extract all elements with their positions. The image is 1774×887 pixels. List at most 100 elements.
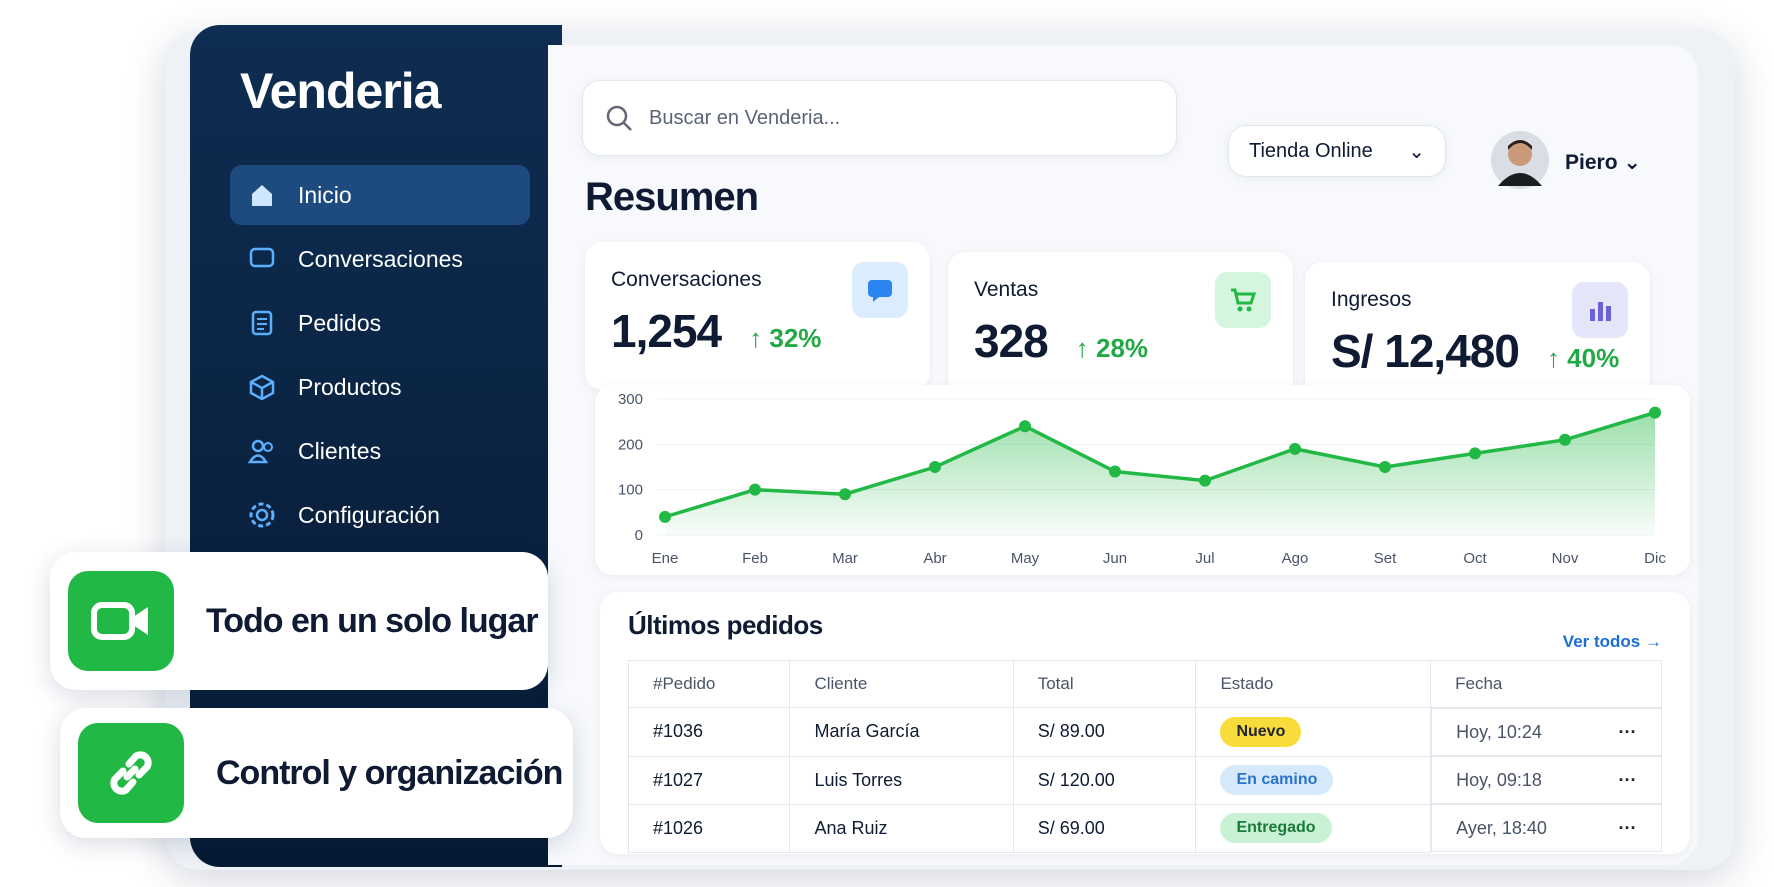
orders-title: Últimos pedidos <box>628 610 823 640</box>
nav-label: Productos <box>298 373 402 400</box>
x-tick-label: Oct <box>1463 550 1487 567</box>
x-tick-label: Feb <box>742 550 768 567</box>
chart: 0 100 200 300 Ene Feb Mar Abr May Jun Jul Ago Set Oct… <box>618 391 1666 567</box>
stat-row: 1,254 ↑ 32% <box>611 304 821 358</box>
y-tick-label: 300 <box>618 391 643 408</box>
nav-item[interactable]: Clientes <box>230 421 530 481</box>
search-placeholder: Buscar en Venderia... <box>649 106 841 129</box>
feature-label: Todo en un solo lugar <box>206 601 539 640</box>
x-tick-label: May <box>1011 550 1040 567</box>
cell: Hoy, 10:24 ··· <box>1431 708 1662 756</box>
area <box>665 412 1655 535</box>
brand: Venderia <box>240 63 441 119</box>
cell: Ana Ruiz <box>789 803 1014 853</box>
point <box>1469 447 1481 460</box>
cell: Entregado <box>1195 803 1432 853</box>
point <box>659 510 671 523</box>
order-row[interactable]: #1036 María García S/ 89.00 Nuevo Hoy, 10:24… <box>627 707 1662 757</box>
nav-item[interactable]: Pedidos <box>230 293 530 353</box>
y-tick-label: 0 <box>635 527 643 544</box>
order-row[interactable]: #1027 Luis Torres S/ 120.00 En camino Hoy, 0… <box>627 755 1662 805</box>
column-header: Estado <box>1195 660 1432 708</box>
orders-card: Últimos pedidos Ver todos → #Pedido Clien… <box>600 592 1690 854</box>
search-bar[interactable]: Buscar en Venderia... <box>582 80 1177 156</box>
line <box>664 410 1656 519</box>
user-name[interactable]: Piero ⌄ <box>1565 151 1641 174</box>
search-icon <box>606 105 632 131</box>
nav-icon <box>249 502 275 528</box>
stat-icon <box>1572 282 1628 338</box>
stat-row: 328 ↑ 28% <box>974 314 1148 368</box>
cell: S/ 120.00 <box>1012 755 1197 805</box>
nav-item[interactable]: Productos <box>230 357 530 417</box>
stat-value: S/ 12,480 <box>1331 325 1520 377</box>
nav-icon <box>249 374 275 401</box>
table-body: #1036 María García S/ 89.00 Nuevo Hoy, 10:24… <box>627 707 1662 853</box>
page-title: Resumen <box>585 175 759 219</box>
nav-label: Conversaciones <box>298 245 463 272</box>
status-badge: Entregado <box>1220 813 1332 843</box>
change-value: 32% <box>769 323 822 353</box>
stat-card: Conversaciones 1,254 ↑ 32% <box>585 242 930 390</box>
cell-text: #1027 <box>653 769 704 790</box>
change-value: 40% <box>1567 343 1620 373</box>
avatar[interactable] <box>1490 130 1550 190</box>
nav-label: Configuración <box>298 501 440 528</box>
see-all-label: Ver todos <box>1562 632 1641 651</box>
column-header: #Pedido <box>627 660 791 708</box>
nav-icon <box>252 185 272 206</box>
stat-card: Ventas 328 ↑ 28% <box>948 252 1293 400</box>
cell-text: María García <box>814 721 920 742</box>
feature-icon <box>68 571 174 671</box>
point <box>1379 461 1391 473</box>
cell-text: Hoy, 09:18 <box>1456 769 1542 790</box>
cell-text: S/ 120.00 <box>1037 769 1115 790</box>
point <box>1559 433 1571 446</box>
link-icon <box>110 751 152 795</box>
nav-item[interactable]: Conversaciones <box>230 229 530 289</box>
stat-icon <box>852 262 908 318</box>
x-tick-label: Jun <box>1103 550 1127 567</box>
cell: #1036 <box>627 707 791 757</box>
stat-icon <box>1215 272 1271 328</box>
row-menu[interactable]: ··· <box>1618 769 1637 790</box>
column-header: Cliente <box>789 660 1014 708</box>
row-menu[interactable]: ··· <box>1618 817 1637 838</box>
orders-table-wrap: #Pedido Cliente Total Estado Fecha #1036 María… <box>627 660 1662 853</box>
cell-text: S/ 69.00 <box>1037 817 1105 838</box>
cell: En camino <box>1195 755 1432 805</box>
cell: Hoy, 09:18 ··· <box>1431 756 1662 804</box>
chevron: ⌄ <box>1408 140 1425 163</box>
nav-item[interactable]: Inicio <box>230 165 530 225</box>
row-menu[interactable]: ··· <box>1618 721 1637 742</box>
stat-value: 328 <box>974 315 1049 367</box>
feature-icon <box>78 723 184 823</box>
cell-text: Luis Torres <box>814 769 903 790</box>
store-selector[interactable]: Tienda Online ⌄ <box>1228 125 1446 177</box>
point <box>1289 442 1301 455</box>
cell: Nuevo <box>1195 707 1432 757</box>
nav-item[interactable]: Configuración <box>230 485 530 545</box>
cell-text: Ayer, 18:40 <box>1456 817 1547 838</box>
video-icon <box>91 602 148 640</box>
point <box>1019 420 1031 433</box>
x-tick-label: Nov <box>1552 550 1579 567</box>
cell: María García <box>789 707 1014 757</box>
orders-table: #Pedido Cliente Total Estado Fecha #1036 María… <box>627 660 1662 853</box>
see-all-link[interactable]: Ver todos → <box>1562 632 1662 651</box>
stat-label: Conversaciones <box>611 268 762 291</box>
store-name: Tienda Online <box>1249 139 1373 162</box>
cell-text: #1026 <box>653 817 704 838</box>
nav-icon <box>248 439 273 464</box>
order-row[interactable]: #1026 Ana Ruiz S/ 69.00 Entregado Ayer, 18:4… <box>627 803 1662 853</box>
up-arrow: ↑ <box>749 323 770 353</box>
nav-label: Pedidos <box>298 309 382 336</box>
feature-card: Control y organización <box>60 708 573 838</box>
x-tick-label: Set <box>1374 550 1397 567</box>
x-tick-label: Ene <box>652 550 679 567</box>
feature-card: Todo en un solo lugar <box>50 552 548 690</box>
nav-label: Clientes <box>298 437 382 464</box>
status-badge: En camino <box>1220 765 1334 795</box>
icon <box>868 280 892 302</box>
